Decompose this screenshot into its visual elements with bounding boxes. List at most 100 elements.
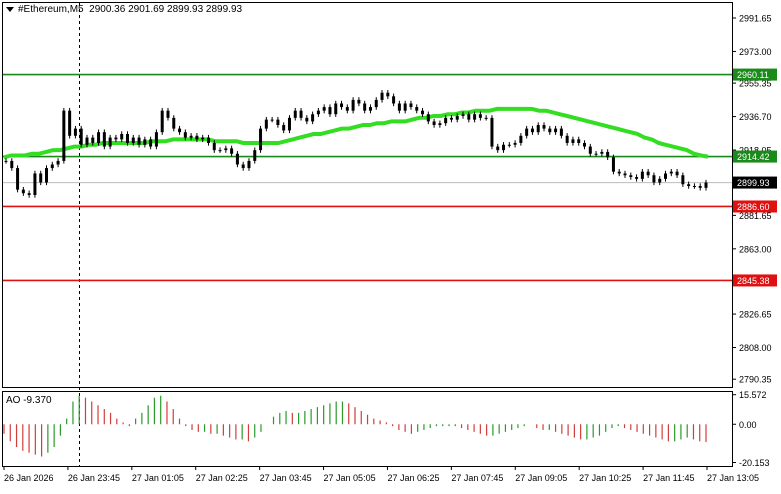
current-price-tag — [733, 176, 777, 189]
candle-body — [85, 137, 89, 145]
candle-body — [230, 148, 234, 154]
candle-body — [536, 125, 540, 133]
time-axis: 26 Jan 2026 26 Jan 23:45 27 Jan 01:05 27 Ja… — [3, 466, 759, 483]
time-tick-label: 26 Jan 2026 — [4, 473, 54, 483]
candle-body — [571, 139, 575, 143]
ao-panel-frame — [2, 391, 733, 467]
candle-body — [299, 110, 303, 118]
candle-body — [658, 178, 662, 183]
candle-body — [704, 182, 708, 188]
candle-body — [125, 133, 129, 143]
candle-body — [178, 128, 182, 133]
candle-body — [247, 160, 251, 169]
moving-average-layer — [3, 106, 709, 160]
candle-body — [635, 177, 639, 179]
moving-average-line[interactable] — [3, 106, 709, 160]
level-price-label: 2845.38 — [737, 276, 770, 286]
candle-body — [143, 139, 147, 145]
time-tick-label: 27 Jan 03:45 — [260, 473, 312, 483]
candle-body — [548, 128, 552, 133]
level-price-tag — [733, 274, 777, 287]
candle-body — [160, 110, 164, 133]
candle-body — [380, 92, 384, 100]
candle-body — [368, 107, 372, 111]
symbol-label: #Ethereum,M5 — [18, 4, 84, 15]
candle-body — [62, 110, 66, 161]
candle-body — [403, 103, 407, 111]
candle-body — [530, 128, 534, 133]
candle-body — [212, 142, 216, 151]
candle-body — [692, 186, 696, 188]
candle-body — [241, 164, 245, 169]
time-tick-label: 26 Jan 23:45 — [68, 473, 120, 483]
candle-body — [44, 168, 48, 183]
candle-body — [305, 117, 309, 122]
candle-body — [351, 99, 355, 111]
candle-body — [282, 125, 286, 131]
candles-layer — [4, 90, 708, 198]
price-tick-label: 2991.65 — [739, 13, 772, 23]
candle-body — [559, 128, 563, 136]
dropdown-triangle-icon[interactable] — [6, 6, 14, 12]
candle-body — [154, 132, 158, 147]
chart-header: #Ethereum,M5 2900.36 2901.69 2899.93 289… — [6, 4, 242, 15]
candle-body — [646, 171, 650, 176]
candle-body — [588, 146, 592, 154]
candle-body — [172, 117, 176, 129]
candle-body — [108, 137, 112, 147]
candle-body — [415, 107, 419, 111]
time-tick-label: 27 Jan 10:25 — [579, 473, 631, 483]
candle-body — [386, 92, 390, 97]
ohlc-values: 2900.36 2901.69 2899.93 2899.93 — [89, 4, 243, 15]
time-tick-label: 27 Jan 05:05 — [324, 473, 376, 483]
time-tick-label: 27 Jan 01:05 — [132, 473, 184, 483]
candle-body — [201, 137, 205, 140]
candle-body — [490, 117, 494, 147]
candle-body — [594, 153, 598, 155]
candle-body — [397, 103, 401, 111]
price-tick-label: 2808.00 — [739, 343, 772, 353]
candle-body — [322, 107, 326, 111]
candle-body — [455, 116, 459, 120]
candle-body — [409, 103, 413, 108]
candle-body — [542, 125, 546, 129]
price-tick-label: 2826.65 — [739, 310, 772, 320]
candle-body — [606, 151, 610, 158]
candle-body — [687, 184, 691, 187]
candle-body — [507, 144, 511, 146]
candle-body — [114, 137, 118, 140]
candle-body — [264, 119, 268, 129]
candle-body — [293, 110, 297, 118]
candle-body — [39, 173, 43, 183]
candle-body — [235, 153, 239, 165]
level-price-tag — [733, 68, 777, 81]
current-price-label: 2899.93 — [737, 178, 770, 188]
price-tags-layer: 2960.11 2914.42 2886.60 2845.38 2899.93 — [733, 68, 777, 287]
candle-body — [102, 132, 106, 147]
candle-body — [473, 114, 477, 120]
ao-tick-label: -20.153 — [739, 458, 770, 468]
candle-body — [513, 142, 517, 145]
candle-body — [392, 96, 396, 104]
time-tick-label: 27 Jan 06:25 — [387, 473, 439, 483]
price-tick-label: 2936.70 — [739, 112, 772, 122]
ao-tick-label: 0.00 — [739, 420, 757, 430]
candle-body — [502, 144, 506, 151]
time-tick-label: 27 Jan 07:45 — [451, 473, 503, 483]
time-tick-label: 27 Jan 13:05 — [707, 473, 759, 483]
level-price-label: 2914.42 — [737, 152, 770, 162]
candle-body — [56, 160, 60, 165]
candle-body — [50, 164, 54, 169]
candle-body — [675, 171, 679, 176]
candle-body — [287, 117, 291, 131]
candle-body — [345, 107, 349, 111]
candle-body — [669, 171, 673, 174]
candle-body — [270, 119, 274, 121]
candle-body — [149, 139, 153, 147]
levels-layer — [3, 73, 732, 282]
candle-body — [652, 175, 656, 183]
candle-body — [617, 171, 621, 174]
candle-body — [640, 171, 644, 179]
